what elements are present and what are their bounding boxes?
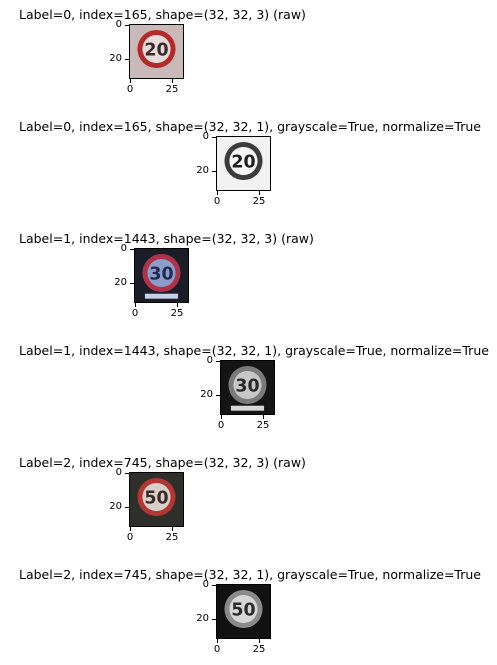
y-tick-label: 0: [120, 243, 127, 254]
y-tick-label: 20: [109, 53, 122, 64]
image-panel-1: Label=0, index=165, shape=(32, 32, 3) (r…: [0, 8, 497, 108]
image-panel-6: Label=2, index=745, shape=(32, 32, 1), g…: [0, 568, 497, 665]
y-tick-label: 20: [196, 165, 209, 176]
sign-image: 20: [217, 137, 270, 190]
sign-number: 30: [149, 264, 173, 284]
x-tick-label: 0: [126, 84, 134, 95]
x-tick-label: 25: [165, 532, 179, 543]
sign-image-axes: 20: [129, 24, 184, 79]
image-panel-5: Label=2, index=745, shape=(32, 32, 3) (r…: [0, 456, 497, 556]
sign-image-axes: 50: [216, 584, 271, 639]
x-tick-label: 25: [256, 420, 270, 431]
sign-number: 30: [235, 376, 259, 396]
sign-image-axes: 30: [220, 360, 275, 415]
x-tick-label: 25: [165, 84, 179, 95]
image-panel-4: Label=1, index=1443, shape=(32, 32, 1), …: [0, 344, 497, 444]
sign-face: [147, 258, 176, 288]
sign-plate: [230, 405, 265, 411]
y-tick-label: 0: [202, 579, 209, 590]
y-tick-label: 20: [196, 613, 209, 624]
x-tick-label: 25: [252, 644, 266, 655]
x-tick-label: 0: [213, 644, 221, 655]
sign-image-axes: 30: [134, 248, 189, 303]
y-tick-label: 20: [114, 277, 127, 288]
y-tick-label: 0: [206, 355, 213, 366]
x-tick-label: 0: [217, 420, 225, 431]
sign-face: [142, 34, 171, 64]
sign-plate: [144, 293, 179, 299]
sign-number: 50: [231, 600, 255, 620]
x-tick-label: 0: [126, 532, 134, 543]
panel-title: Label=0, index=165, shape=(32, 32, 3) (r…: [19, 7, 306, 22]
y-tick-label: 20: [109, 501, 122, 512]
panel-title: Label=1, index=1443, shape=(32, 32, 1), …: [19, 343, 489, 358]
y-tick-label: 0: [115, 467, 122, 478]
image-panel-2: Label=0, index=165, shape=(32, 32, 1), g…: [0, 120, 497, 220]
panel-title: Label=2, index=745, shape=(32, 32, 1), g…: [19, 567, 481, 582]
panel-title: Label=0, index=165, shape=(32, 32, 1), g…: [19, 119, 481, 134]
y-tick-label: 20: [200, 389, 213, 400]
x-tick-label: 25: [252, 196, 266, 207]
sign-image: 20: [130, 25, 183, 78]
panel-title: Label=2, index=745, shape=(32, 32, 3) (r…: [19, 455, 306, 470]
sign-face: [142, 482, 171, 512]
y-tick-label: 0: [115, 19, 122, 30]
sign-image-axes: 50: [129, 472, 184, 527]
sign-image: 30: [135, 249, 188, 302]
sign-image: 30: [221, 361, 274, 414]
x-tick-label: 0: [131, 308, 139, 319]
image-panel-3: Label=1, index=1443, shape=(32, 32, 3) (…: [0, 232, 497, 332]
sign-image: 50: [130, 473, 183, 526]
sign-image: 50: [217, 585, 270, 638]
sign-face: [229, 594, 258, 624]
sign-number: 50: [144, 488, 168, 508]
panel-title: Label=1, index=1443, shape=(32, 32, 3) (…: [19, 231, 314, 246]
y-tick-label: 0: [202, 131, 209, 142]
x-tick-label: 25: [170, 308, 184, 319]
sign-image-axes: 20: [216, 136, 271, 191]
x-tick-label: 0: [213, 196, 221, 207]
sign-number: 20: [144, 40, 168, 60]
sign-face: [229, 146, 258, 176]
sign-number: 20: [231, 152, 255, 172]
sign-face: [233, 370, 262, 400]
